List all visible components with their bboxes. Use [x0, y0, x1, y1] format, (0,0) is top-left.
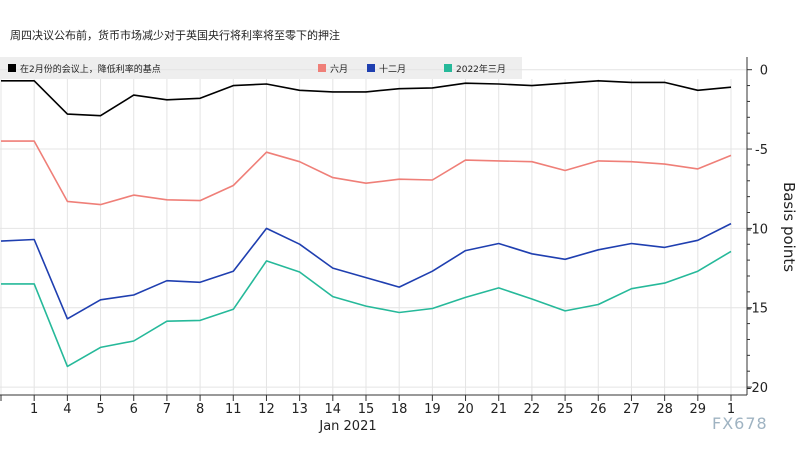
x-tick-label: 21	[490, 402, 507, 417]
x-tick-label: 5	[96, 402, 104, 417]
legend-swatch	[367, 64, 375, 72]
y-axis-label: Basis points	[780, 182, 798, 272]
x-tick-label: 18	[391, 402, 408, 417]
series-line	[0, 222, 732, 320]
series-lines	[0, 80, 732, 368]
legend-label: 在2月份的会议上，降低利率的基点	[20, 63, 161, 75]
x-tick-label: 27	[623, 402, 640, 417]
grid	[0, 69, 747, 395]
x-tick-label: 1	[30, 402, 38, 417]
watermark-logo: FX678	[712, 414, 768, 433]
legend-label: 十二月	[379, 63, 406, 75]
x-tick-label: 20	[457, 402, 474, 417]
x-tick-label: 14	[325, 402, 342, 417]
x-tick-label: 11	[225, 402, 242, 417]
x-tick-label: 26	[590, 402, 607, 417]
legend-swatch	[318, 64, 326, 72]
y-tick-label: 0	[760, 64, 768, 79]
series-line	[1, 140, 732, 206]
legend-label: 2022年三月	[456, 63, 506, 75]
x-tick-label: 1	[727, 402, 735, 417]
series-line	[1, 250, 732, 368]
y-tick-label: -20	[747, 381, 768, 396]
x-tick-label: 25	[557, 402, 574, 417]
x-tick-label: 4	[63, 402, 71, 417]
x-month-label: Jan 2021	[318, 419, 376, 434]
x-tick-label: 12	[258, 402, 275, 417]
y-tick-label: -5	[755, 143, 768, 158]
x-tick-label: 7	[163, 402, 171, 417]
x-tick-label: 22	[524, 402, 541, 417]
plot-background	[0, 57, 747, 395]
x-tick-label: 13	[291, 402, 308, 417]
legend-swatch	[444, 64, 452, 72]
legend-swatch	[8, 64, 16, 72]
x-tick-label: 29	[690, 402, 707, 417]
chart-title: 周四决议公布前，货币市场减少对于英国央行将利率将至零下的押注	[10, 29, 340, 42]
series-line	[1, 80, 732, 117]
legend: 在2月份的会议上，降低利率的基点 六月 十二月 2022年三月	[8, 63, 506, 75]
legend-band	[0, 57, 522, 79]
x-tick-label: 15	[358, 402, 375, 417]
x-tick-label: 28	[656, 402, 673, 417]
legend-label: 六月	[330, 63, 348, 75]
x-tick-label: 19	[424, 402, 441, 417]
x-tick-label: 6	[130, 402, 138, 417]
y-tick-label: -10	[747, 222, 768, 237]
y-tick-label: -15	[747, 302, 768, 317]
x-tick-label: 8	[196, 402, 204, 417]
